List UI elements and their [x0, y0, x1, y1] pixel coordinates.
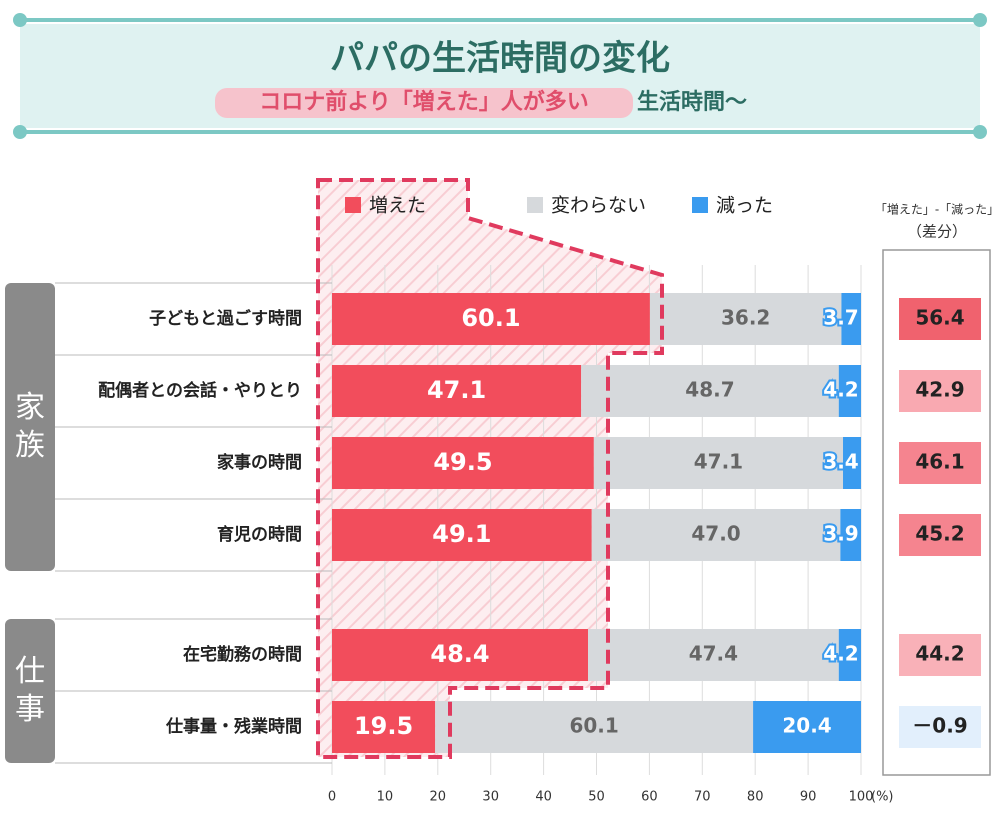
- value-label: 49.1: [432, 520, 491, 548]
- difference-label: 45.2: [915, 522, 964, 546]
- subtitle-highlight: コロナ前より「増えた」人が多い: [259, 89, 589, 115]
- plot: 0 10 20 30 40 50 60 70 80 90 100(%) 増えた 変わらない 減った家族仕事…: [5, 195, 981, 805]
- bar-segment: [332, 365, 582, 417]
- difference-cell: [899, 514, 981, 556]
- value-label: 36.2: [721, 306, 770, 330]
- bar-segment: [838, 629, 861, 681]
- value-label: 3.4: [823, 450, 858, 474]
- category-label: 育児の時間: [217, 524, 302, 545]
- x-tick-label: 90: [800, 790, 817, 805]
- difference-cell: [899, 706, 981, 748]
- dot: [973, 13, 987, 27]
- bar-segment: [593, 437, 844, 489]
- bar-segment: [753, 701, 861, 753]
- bar-segment: [332, 701, 436, 753]
- chart-title: パパの生活時間の変化: [330, 39, 670, 79]
- dot: [13, 125, 27, 139]
- legend-swatch: [345, 197, 361, 213]
- group-box: [5, 283, 55, 571]
- x-tick-label: 60: [641, 790, 658, 805]
- category-label: 配偶者との会話・やりとり: [98, 380, 302, 401]
- x-tick-label: 20: [430, 790, 447, 805]
- legend-label: 増えた: [369, 195, 426, 217]
- value-label: 60.1: [569, 714, 618, 738]
- value-label: 48.4: [430, 640, 489, 668]
- subtitle: 生活時間〜: [637, 90, 747, 115]
- bar-segment: [332, 293, 650, 345]
- difference-cell: [899, 442, 981, 484]
- x-tick-label: 50: [588, 790, 605, 805]
- bar-segment: [588, 629, 839, 681]
- bar-segment: [435, 701, 754, 753]
- difference-title: 「増えた」-「減った」: [875, 202, 999, 217]
- difference-label: 44.2: [915, 642, 964, 666]
- bar-segment: [332, 437, 594, 489]
- difference-label: 42.9: [915, 378, 964, 402]
- bar-segment: [649, 293, 842, 345]
- value-label: 48.7: [685, 378, 734, 402]
- legend-swatch: [527, 197, 543, 213]
- bar-segment: [838, 365, 861, 417]
- difference-cell: [899, 370, 981, 412]
- x-tick-label: 40: [535, 790, 552, 805]
- value-label: 47.4: [689, 642, 738, 666]
- value-label: 4.2: [823, 642, 858, 666]
- value-label: 60.1: [461, 304, 520, 332]
- group-label: 仕事: [15, 654, 45, 727]
- highlight-bg: [215, 88, 633, 118]
- bar-segment: [591, 509, 841, 561]
- x-tick-label: 10: [377, 790, 394, 805]
- x-unit: (%): [871, 790, 894, 805]
- difference-box: [882, 249, 991, 776]
- category-label: 仕事量・残業時間: [165, 716, 302, 737]
- x-tick-label: 30: [482, 790, 499, 805]
- value-label: 3.9: [823, 522, 858, 546]
- value-label: 47.1: [694, 450, 743, 474]
- bar-segment: [332, 629, 589, 681]
- legend-swatch: [692, 197, 708, 213]
- bar-segment: [840, 509, 861, 561]
- group-box: [5, 619, 55, 763]
- difference-subtitle: （差分）: [907, 223, 967, 241]
- legend-label: 減った: [716, 195, 773, 217]
- x-tick-label: 100: [849, 790, 874, 805]
- difference-cell: [899, 298, 981, 340]
- value-label: 19.5: [354, 712, 413, 740]
- difference-label: －0.9: [912, 714, 967, 738]
- dot: [13, 13, 27, 27]
- difference-label: 46.1: [915, 450, 964, 474]
- value-label: 47.0: [691, 522, 740, 546]
- value-label: 3.7: [823, 306, 858, 330]
- legend-label: 変わらない: [551, 195, 646, 217]
- x-tick-label: 0: [328, 790, 336, 805]
- value-label: 49.5: [433, 448, 492, 476]
- difference-cell: [899, 634, 981, 676]
- dot: [973, 125, 987, 139]
- bar-segment: [581, 365, 839, 417]
- bar-segment: [841, 293, 861, 345]
- category-label: 在宅勤務の時間: [183, 644, 302, 665]
- x-tick-label: 80: [747, 790, 764, 805]
- category-label: 家事の時間: [217, 452, 302, 473]
- highlight-outline: [316, 178, 664, 759]
- value-label: 47.1: [427, 376, 486, 404]
- category-label: 子どもと過ごす時間: [149, 308, 302, 329]
- difference-label: 56.4: [915, 306, 964, 330]
- group-label: 家族: [15, 390, 45, 463]
- value-label: 4.2: [823, 378, 858, 402]
- x-tick-label: 70: [694, 790, 711, 805]
- bar-segment: [843, 437, 861, 489]
- bar-segment: [332, 509, 592, 561]
- value-label: 20.4: [782, 714, 831, 738]
